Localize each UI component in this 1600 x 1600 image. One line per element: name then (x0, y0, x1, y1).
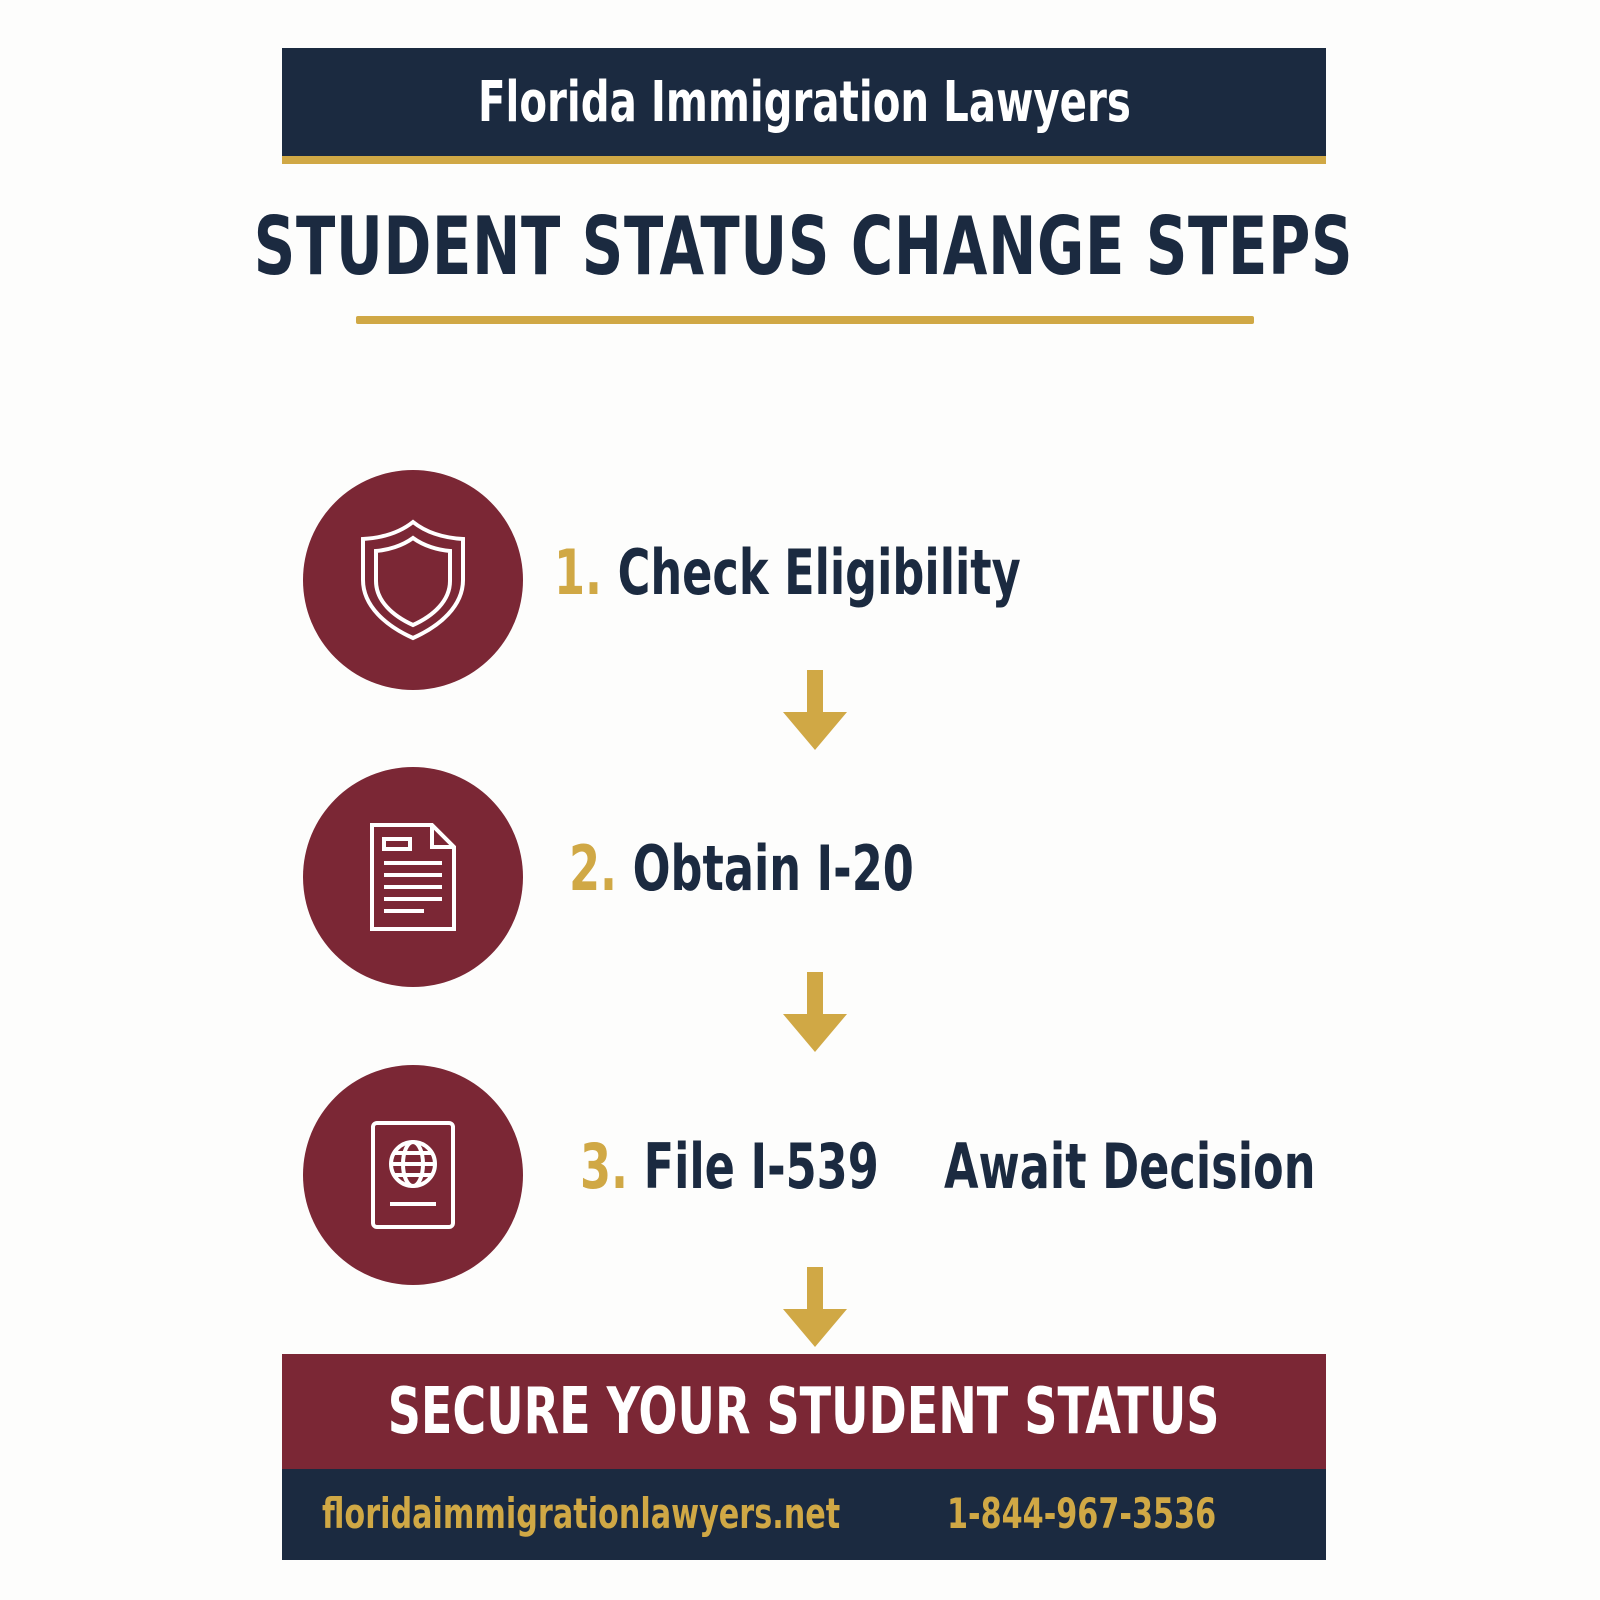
footer-bar: floridaimmigrationlawyers.net 1-844-967-… (282, 1469, 1326, 1560)
step-2-circle (303, 767, 523, 987)
cta-banner: SECURE YOUR STUDENT STATUS (282, 1354, 1326, 1469)
step-1-number: 1. (554, 535, 603, 609)
step-3-number: 3. (580, 1129, 629, 1203)
title-underline (356, 316, 1254, 324)
website-link[interactable]: floridaimmigrationlawyers.net (322, 1489, 841, 1538)
step-3-circle (303, 1065, 523, 1285)
step-final: Await Decision (944, 1126, 1460, 1206)
arrow-down-icon (783, 1267, 847, 1347)
arrow-down-icon (783, 670, 847, 750)
passport-icon (371, 1121, 455, 1229)
step-2: 2. Obtain I-20 (569, 828, 1048, 908)
page-title: STUDENT STATUS CHANGE STEPS (254, 199, 1354, 293)
document-icon (370, 823, 456, 931)
arrow-down-icon (783, 972, 847, 1052)
phone-number[interactable]: 1-844-967-3536 (947, 1489, 1217, 1538)
step-2-number: 2. (569, 831, 618, 905)
firm-name: Florida Immigration Lawyers (477, 69, 1131, 135)
step-3-label: File I-539 (643, 1129, 879, 1203)
step-1-label: Check Eligibility (617, 535, 1021, 609)
cta-text: SECURE YOUR STUDENT STATUS (388, 1374, 1220, 1449)
step-3: 3. File I-539 (580, 1126, 995, 1206)
header-gold-rule (282, 156, 1326, 164)
step-1: 1. Check Eligibility (554, 532, 1202, 612)
header-banner: Florida Immigration Lawyers (282, 48, 1326, 156)
shield-icon (361, 519, 465, 641)
page-title-container: STUDENT STATUS CHANGE STEPS (254, 196, 1353, 296)
final-step-label: Await Decision (944, 1129, 1316, 1203)
step-2-label: Obtain I-20 (632, 831, 914, 905)
step-1-circle (303, 470, 523, 690)
